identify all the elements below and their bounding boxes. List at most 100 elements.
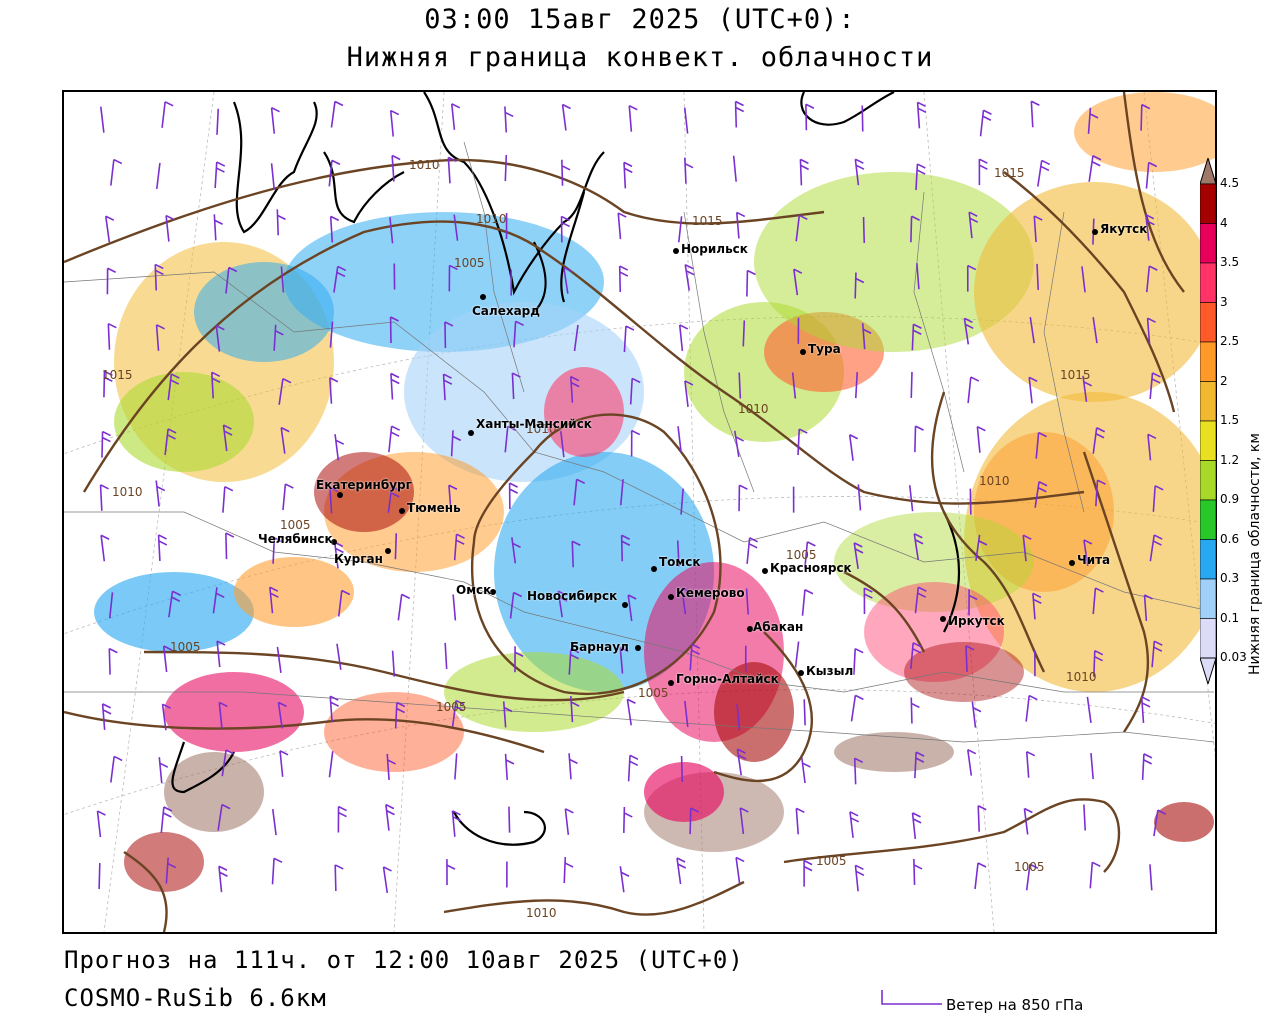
wind-barb: [1152, 485, 1164, 512]
city-marker: [747, 626, 753, 632]
wind-barb: [389, 109, 400, 137]
wind-barb: [1147, 433, 1157, 461]
city-label: Чита: [1077, 553, 1111, 567]
wind-barb: [803, 699, 806, 726]
wind-barb: [99, 106, 105, 133]
wind-barb: [217, 803, 231, 831]
wind-barb: [800, 756, 811, 784]
wind-barb: [164, 428, 177, 456]
wind-barb: [218, 701, 228, 729]
city-label: Тура: [808, 342, 841, 356]
colorbar-band: [1200, 499, 1216, 540]
isobar-label: 1010: [112, 485, 143, 499]
wind-barb: [861, 323, 872, 350]
wind-barb: [1092, 587, 1104, 615]
wind-barb: [1037, 159, 1051, 187]
forecast-info: Прогноз на 111ч. от 12:00 10авг 2025 (UT…: [64, 946, 744, 974]
wind-barb: [276, 646, 282, 673]
wind-barb: [795, 214, 808, 242]
wind-barb: [387, 486, 401, 513]
city-label: Красноярск: [770, 561, 852, 575]
wind-barb: [1033, 215, 1043, 243]
wind-barb: [746, 269, 756, 297]
wind-barb: [915, 163, 926, 191]
wind-barb: [504, 425, 517, 453]
wind-barb: [563, 266, 573, 294]
wind-barb: [795, 807, 805, 835]
colorbar-tick-label: 1.5: [1220, 413, 1240, 427]
wind-barb: [328, 159, 341, 187]
wind-barb: [1092, 427, 1106, 454]
wind-barb: [736, 704, 741, 731]
wind-barb: [162, 645, 173, 673]
wind-barb: [618, 265, 629, 293]
isobar-label: 1005: [280, 518, 311, 532]
wind-barb: [269, 586, 279, 614]
wind-barb: [630, 429, 641, 457]
city-label: Екатеринбург: [316, 478, 412, 492]
wind-barb: [514, 646, 524, 673]
colorbar-tick-label: 0.3: [1220, 571, 1240, 585]
wind-barb: [273, 324, 284, 351]
wind-barb: [620, 534, 631, 562]
city-marker: [673, 248, 679, 254]
city-label: Новосибирск: [527, 589, 618, 603]
wind-barb: [448, 484, 458, 512]
wind-barb: [334, 864, 344, 891]
wind-barb: [444, 321, 454, 348]
wind-barb: [453, 533, 465, 561]
wind-barb: [1145, 161, 1158, 189]
wind-barb: [99, 484, 109, 511]
wind-barb: [389, 217, 394, 244]
wind-barb: [161, 101, 174, 128]
wind-barb: [803, 859, 813, 887]
isobar-label: 1010: [526, 906, 557, 920]
wind-barb: [689, 807, 700, 835]
wind-barb: [623, 325, 635, 353]
wind-barb: [976, 425, 986, 453]
wind-barb: [157, 534, 168, 562]
wind-barb: [977, 805, 987, 832]
wind-barb: [155, 324, 165, 351]
wind-barb: [734, 100, 745, 128]
wind-barb: [215, 324, 225, 352]
wind-barb: [391, 154, 401, 182]
city-marker: [337, 492, 343, 498]
wind-barb: [684, 263, 695, 291]
wind-barb: [854, 272, 865, 299]
map-title: 03:00 15авг 2025 (UTC+0):: [424, 4, 856, 35]
wind-barb: [1149, 372, 1161, 400]
city-label: Салехард: [472, 304, 540, 318]
wind-barb: [101, 430, 111, 458]
wind-barb: [271, 809, 277, 836]
wind-barb: [963, 317, 974, 345]
wind-barb: [280, 426, 290, 454]
wind-barb: [560, 215, 570, 243]
isobar-label: 1010: [526, 422, 557, 436]
wind-barb: [797, 428, 808, 456]
wind-barb: [334, 434, 345, 461]
wind-barb: [272, 537, 283, 564]
wind-barb: [1025, 863, 1039, 891]
wind-barb: [628, 104, 638, 132]
model-info: COSMO-RuSib 6.6км: [64, 984, 327, 1012]
wind-barb: [563, 857, 574, 884]
colorbar-tick-label: 4: [1220, 215, 1228, 230]
wind-barb: [978, 158, 988, 186]
wind-barb: [450, 430, 462, 457]
wind-barb: [681, 587, 691, 615]
wind-barb: [103, 370, 113, 398]
isobar-label: 1005: [170, 640, 201, 654]
isobar-label: 1005: [436, 700, 467, 714]
wind-barb: [967, 376, 980, 404]
wind-barb: [848, 434, 859, 461]
wind-barb: [337, 589, 351, 617]
isobar-label: 1015: [994, 166, 1025, 180]
colorbar-band: [1200, 460, 1216, 501]
wind-barb: [916, 263, 920, 290]
wind-barb: [330, 100, 344, 128]
wind-barb: [966, 264, 977, 292]
wind-barb: [862, 217, 866, 244]
wind-barb: [1090, 753, 1094, 780]
wind-barb: [854, 864, 865, 892]
